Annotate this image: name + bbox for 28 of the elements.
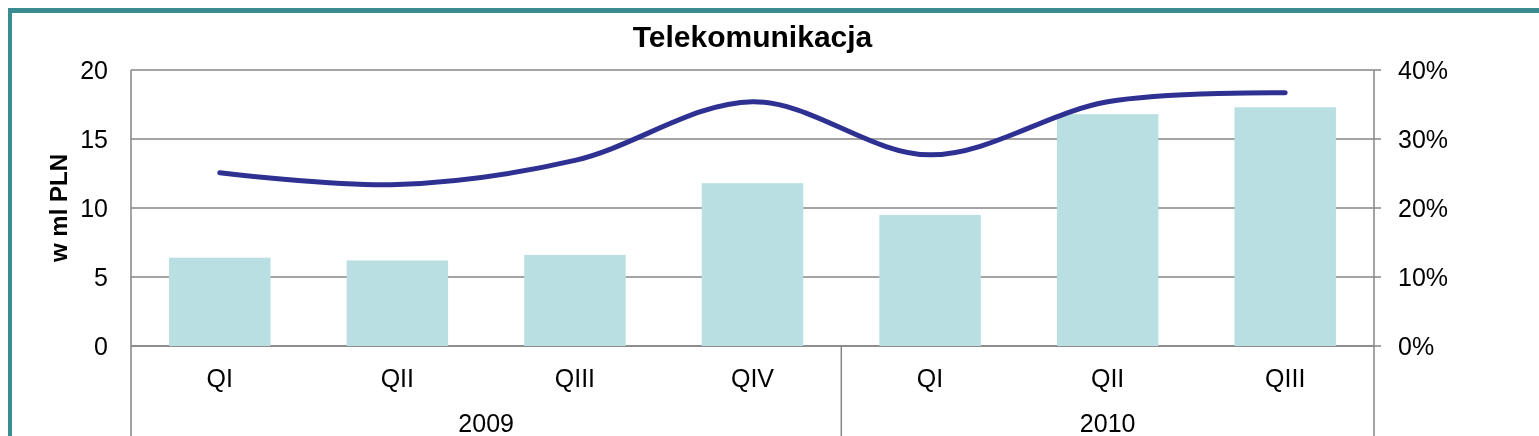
- bar: [879, 214, 981, 346]
- x-tick-label: QI: [206, 364, 233, 392]
- text: 2010: [1079, 409, 1136, 436]
- text: 2009: [458, 409, 514, 436]
- y2-tick-label: 10%: [1398, 262, 1449, 291]
- y2-tick-label: 30%: [1398, 124, 1449, 153]
- y-tick-label: 15: [80, 124, 108, 153]
- bar: [1056, 114, 1159, 346]
- y-axis-title: w ml PLN: [45, 153, 72, 264]
- x-tick-label: QIV: [730, 364, 775, 392]
- y-tick-label: 10: [80, 193, 108, 222]
- bar: [524, 254, 626, 346]
- bar: [701, 183, 804, 346]
- x-tick-label: QII: [1090, 364, 1125, 392]
- bar: [169, 257, 271, 346]
- y2-tick-label: 0%: [1398, 331, 1435, 360]
- x-tick-label: QIII: [1265, 364, 1306, 392]
- y2-tick-label: 20%: [1398, 193, 1449, 222]
- chart-title: Telekomunikacja: [632, 20, 873, 53]
- y-tick-label: 20: [80, 55, 108, 84]
- y2-tick-label: 40%: [1398, 55, 1449, 84]
- x-tick-label: QI: [916, 364, 944, 392]
- bar: [1234, 107, 1336, 346]
- x-tick-label: QIII: [554, 364, 596, 392]
- y-tick-label: 5: [94, 262, 108, 291]
- x-tick-label: QII: [380, 364, 415, 392]
- y-tick-label: 0: [94, 331, 108, 360]
- bar: [346, 260, 449, 346]
